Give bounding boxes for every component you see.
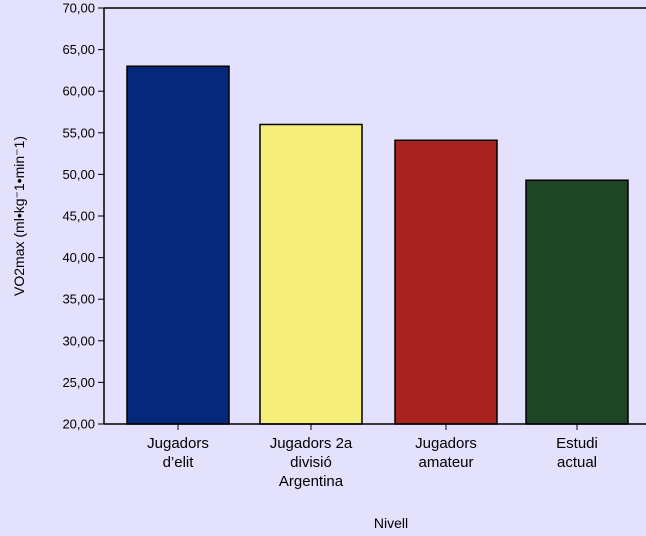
y-axis-title: VO2max (ml•kg⁻1•min⁻1) bbox=[11, 136, 27, 296]
x-category-label: Jugadors d’elit bbox=[147, 435, 209, 471]
y-tick-label: 35,00 bbox=[62, 292, 95, 307]
y-tick-label: 25,00 bbox=[62, 375, 95, 390]
bar-2 bbox=[259, 123, 363, 425]
y-tick-label: 70,00 bbox=[62, 1, 95, 16]
x-category-label: Estudi actual bbox=[556, 435, 598, 471]
y-tick-label: 65,00 bbox=[62, 42, 95, 57]
y-tick-label: 45,00 bbox=[62, 209, 95, 224]
y-tick-label: 55,00 bbox=[62, 125, 95, 140]
x-category-label: Jugadors 2a divisió Argentina bbox=[270, 435, 353, 490]
bar-1 bbox=[126, 65, 230, 425]
y-tick-label: 60,00 bbox=[62, 84, 95, 99]
bar-4 bbox=[525, 179, 629, 425]
x-axis-title: Nivell bbox=[374, 515, 408, 531]
bar-3 bbox=[394, 139, 498, 425]
x-category-label: Jugadors amateur bbox=[415, 435, 477, 471]
y-tick-label: 50,00 bbox=[62, 167, 95, 182]
y-tick-label: 40,00 bbox=[62, 250, 95, 265]
y-tick-label: 20,00 bbox=[62, 417, 95, 432]
y-tick-label: 30,00 bbox=[62, 333, 95, 348]
